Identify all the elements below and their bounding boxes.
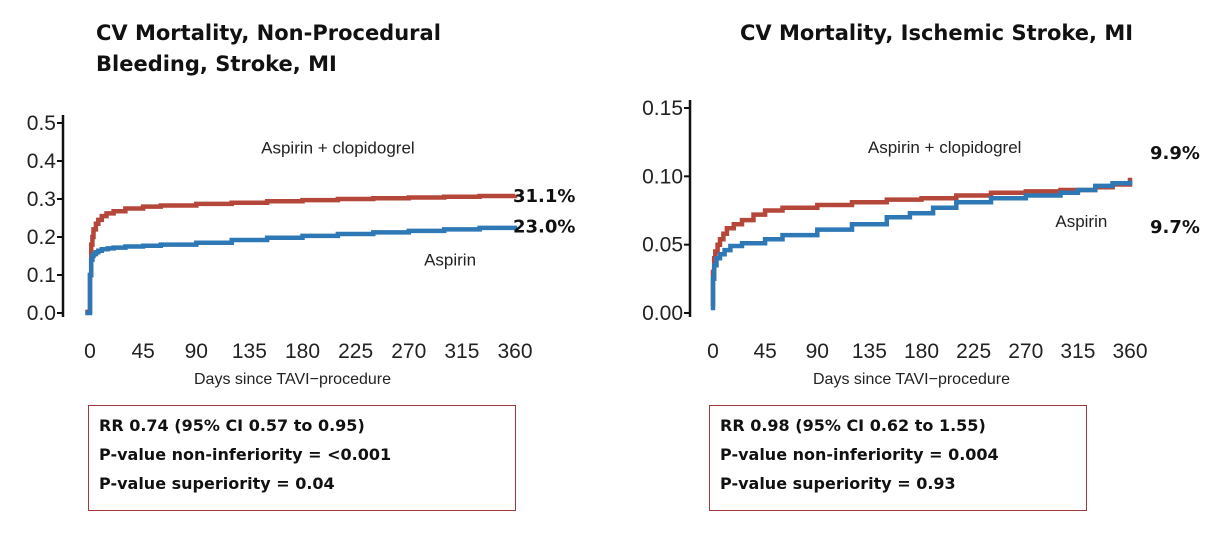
series-annotation-aspirin: Aspirin xyxy=(1055,212,1107,231)
series-line-aspirin xyxy=(85,225,518,316)
chart-title-left: CV Mortality, Non-Procedural Bleeding, S… xyxy=(96,21,441,76)
x-tick-label: 360 xyxy=(1112,340,1147,363)
y-tick-label: 0.0 xyxy=(27,302,56,325)
end-label-aspirin: 9.7% xyxy=(1150,217,1200,238)
x-tick-label: 180 xyxy=(904,340,939,363)
x-tick-label: 270 xyxy=(391,340,426,363)
x-tick-label: 90 xyxy=(185,340,208,363)
end-label-aspirin: 23.0% xyxy=(513,217,575,238)
x-tick-label: 180 xyxy=(285,340,320,363)
x-tick-label: 225 xyxy=(338,340,373,363)
x-tick-label: 0 xyxy=(707,340,719,363)
km-chart-left: 0.0 0.1 0.2 0.3 0.4 0.5 0 45 90 135 180 225 270 315 36… xyxy=(27,112,576,388)
x-tick-label: 270 xyxy=(1008,340,1043,363)
end-label-aspirin-clopidogrel: 31.1% xyxy=(513,186,575,207)
x-tick-label: 45 xyxy=(753,340,776,363)
series-line-aspirin-clopidogrel xyxy=(710,177,1133,307)
y-tick-label: 0.1 xyxy=(27,264,56,287)
x-axis-label: Days since TAVI−procedure xyxy=(813,371,1010,388)
y-tick-label: 0.4 xyxy=(27,150,57,173)
x-tick-label: 135 xyxy=(852,340,887,363)
stats-superiority: P-value superiority = 0.04 xyxy=(99,474,335,493)
x-tick-label: 0 xyxy=(84,340,96,363)
km-chart-right: 0.00 0.05 0.10 0.15 0 45 90 135 180 225 270 315 360 D… xyxy=(642,97,1200,388)
stats-box-left: RR 0.74 (95% CI 0.57 to 0.95) P-value no… xyxy=(88,405,516,511)
end-label-aspirin-clopidogrel: 9.9% xyxy=(1150,143,1200,164)
chart-title-right: CV Mortality, Ischemic Stroke, MI xyxy=(740,21,1134,45)
y-tick-label: 0.5 xyxy=(27,112,56,135)
stats-noninferiority: P-value non-inferiority = <0.001 xyxy=(99,445,392,464)
stats-noninferiority: P-value non-inferiority = 0.004 xyxy=(720,445,999,464)
x-tick-label: 45 xyxy=(131,340,154,363)
y-tick-label: 0.05 xyxy=(642,234,683,257)
y-tick-label: 0.2 xyxy=(27,226,56,249)
x-tick-label: 90 xyxy=(806,340,829,363)
series-annotation-aspirin-clopidogrel: Aspirin + clopidogrel xyxy=(261,138,415,157)
x-tick-label: 360 xyxy=(497,340,532,363)
stats-rr: RR 0.98 (95% CI 0.62 to 1.55) xyxy=(720,416,986,435)
x-tick-label: 225 xyxy=(956,340,991,363)
series-line-aspirin xyxy=(710,180,1133,311)
x-tick-label: 315 xyxy=(444,340,479,363)
stats-rr: RR 0.74 (95% CI 0.57 to 0.95) xyxy=(99,416,365,435)
y-tick-label: 0.00 xyxy=(642,302,683,325)
x-axis-label: Days since TAVI−procedure xyxy=(194,371,391,388)
stats-superiority: P-value superiority = 0.93 xyxy=(720,474,956,493)
x-tick-label: 135 xyxy=(232,340,267,363)
series-annotation-aspirin: Aspirin xyxy=(424,251,476,270)
x-tick-label: 315 xyxy=(1060,340,1095,363)
y-tick-label: 0.3 xyxy=(27,188,56,211)
series-line-aspirin-clopidogrel xyxy=(85,193,518,315)
y-tick-label: 0.10 xyxy=(642,165,683,188)
series-annotation-aspirin-clopidogrel: Aspirin + clopidogrel xyxy=(868,138,1022,157)
y-tick-label: 0.15 xyxy=(642,97,683,120)
stats-box-right: RR 0.98 (95% CI 0.62 to 1.55) P-value no… xyxy=(709,405,1087,511)
